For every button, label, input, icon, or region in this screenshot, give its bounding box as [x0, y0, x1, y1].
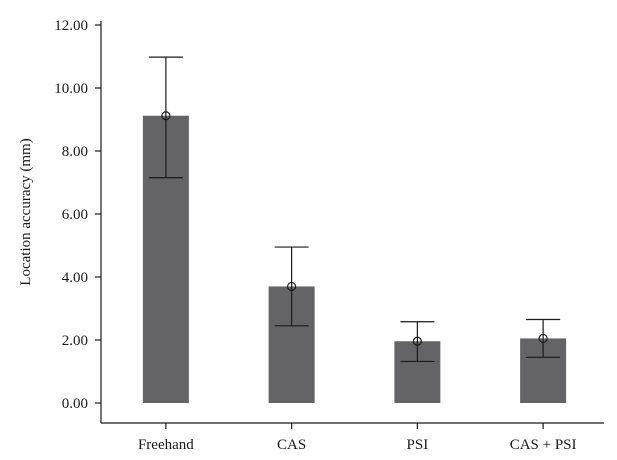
bars-group: [142, 115, 567, 403]
mean-marker-2: [412, 336, 422, 346]
y-tick-label-2: 4.00: [62, 270, 88, 286]
x-axis-labels: Freehand CAS PSI CAS + PSI: [138, 437, 577, 453]
error-bars-group: [148, 56, 561, 363]
y-tick-label-0: 0.00: [62, 396, 88, 412]
y-tick-label-4: 8.00: [62, 144, 88, 160]
x-tick-label-3: CAS + PSI: [510, 437, 577, 453]
x-tick-label-0: Freehand: [138, 437, 194, 453]
x-tick-label-2: PSI: [407, 437, 429, 453]
mean-marker-0: [161, 111, 171, 121]
y-tick-label-5: 10.00: [54, 81, 88, 97]
y-tick-label-1: 2.00: [62, 333, 88, 349]
x-tick-label-1: CAS: [277, 437, 306, 453]
mean-marker-3: [538, 333, 548, 344]
axes-group: [100, 21, 604, 429]
y-axis-ticks: 0.00 2.00 4.00 6.00 8.00 10.00 12.00: [54, 18, 101, 412]
y-axis-title: Location accuracy (mm): [18, 138, 34, 285]
y-tick-label-6: 12.00: [54, 18, 88, 34]
mean-marker-1: [287, 281, 297, 292]
y-tick-label-3: 6.00: [62, 207, 88, 223]
